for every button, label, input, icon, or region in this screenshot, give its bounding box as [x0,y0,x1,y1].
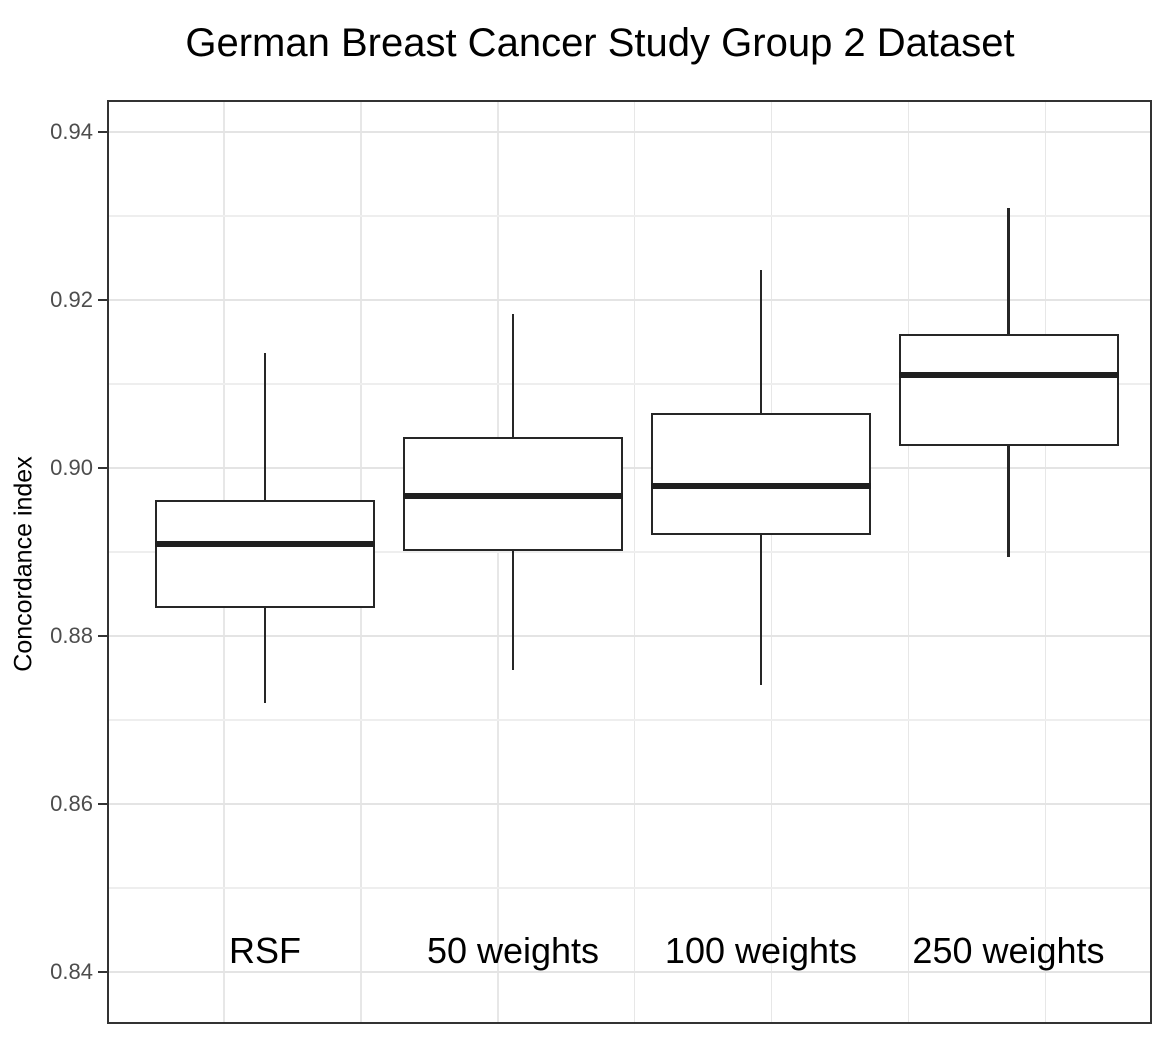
horizontal-minor-gridline [107,383,1152,385]
vertical-gridline [907,100,910,1024]
boxplot-median-2 [403,492,623,499]
chart-title: German Breast Cancer Study Group 2 Datas… [185,21,1015,65]
y-axis-tick-label: 0.94 [50,118,93,144]
horizontal-major-gridline [107,634,1152,637]
y-axis-tick-mark [98,634,107,637]
category-label-1: RSF [229,930,301,971]
y-axis-tick-mark [98,466,107,469]
horizontal-minor-gridline [107,551,1152,553]
boxplot-median-3 [651,483,871,490]
boxplot-median-4 [898,371,1119,378]
y-axis-tick-mark [98,298,107,301]
vertical-gridline [497,100,499,1024]
boxplot-median-1 [155,540,375,547]
category-label-2: 50 weights [426,930,600,971]
boxplot-box-3 [651,412,871,535]
horizontal-major-gridline [107,802,1152,805]
category-label-3: 100 weights [664,930,858,971]
category-label-4: 250 weights [912,930,1105,971]
horizontal-major-gridline [107,466,1152,469]
horizontal-major-gridline [107,298,1152,301]
horizontal-minor-gridline [107,887,1152,889]
boxplot-box-1 [155,500,375,608]
vertical-gridline [633,100,636,1024]
vertical-gridline [1044,100,1047,1024]
y-axis-tick-label: 0.84 [50,958,93,984]
y-axis-tick-label: 0.88 [50,622,93,648]
y-axis-tick-label: 0.92 [50,286,93,312]
horizontal-minor-gridline [107,719,1152,721]
y-axis-tick-mark [98,970,107,973]
vertical-gridline [770,100,773,1024]
horizontal-major-gridline [107,970,1152,973]
y-axis-tick-label: 0.90 [50,454,93,480]
boxplot-box-4 [898,333,1119,447]
horizontal-minor-gridline [107,215,1152,217]
horizontal-major-gridline [107,130,1152,133]
y-axis-tick-mark [98,130,107,133]
y-axis-tick-mark [98,802,107,805]
y-axis-tick-label: 0.86 [50,790,93,816]
